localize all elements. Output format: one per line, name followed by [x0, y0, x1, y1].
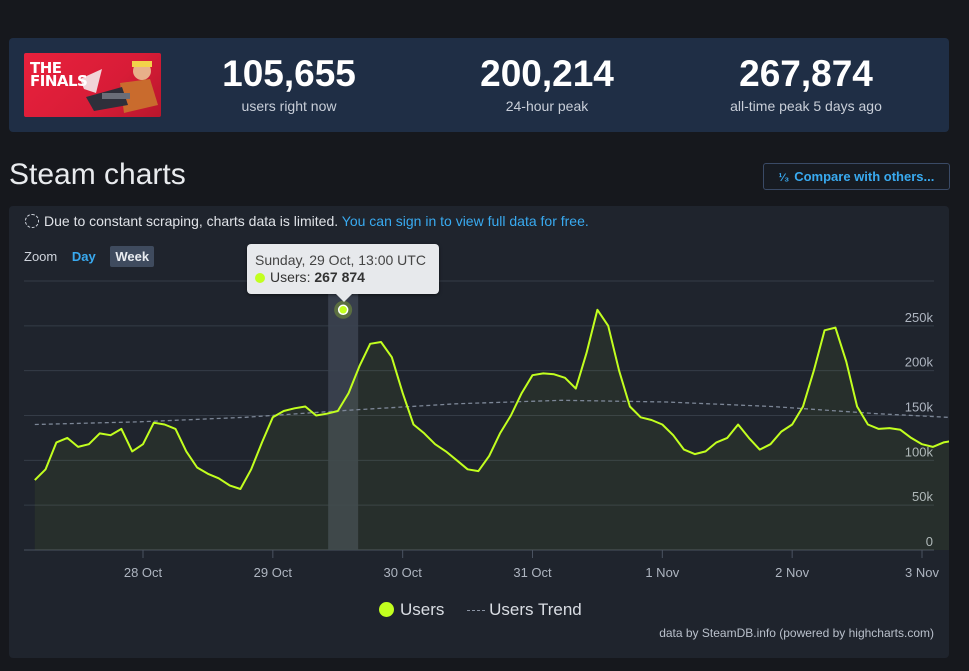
dashed-circle-icon: [25, 214, 39, 228]
legend-item-trend[interactable]: Users Trend: [467, 600, 582, 620]
scraping-notice: Due to constant scraping, charts data is…: [25, 213, 589, 229]
zoom-label: Zoom: [24, 249, 58, 264]
legend-item-users[interactable]: Users: [379, 600, 444, 620]
x-tick-label: 1 Nov: [645, 565, 679, 580]
chart-legend: Users Users Trend: [379, 600, 582, 620]
stat-24h-peak-value: 200,214: [480, 53, 614, 94]
tooltip-series-name: Users: [270, 269, 307, 285]
stat-all-time-peak: 267,874 all-time peak 5 days ago: [686, 52, 926, 114]
compare-button[interactable]: ¹⁄₃ Compare with others...: [763, 163, 950, 190]
users-area: [34, 309, 949, 550]
fraction-icon: ¹⁄₃: [778, 172, 790, 184]
highlight-point: [337, 304, 349, 316]
x-tick-label: 3 Nov: [905, 565, 939, 580]
y-tick-label: 100k: [905, 444, 934, 459]
stat-all-time-peak-label: all-time peak 5 days ago: [730, 98, 882, 114]
compare-button-label: Compare with others...: [794, 169, 935, 184]
y-tick-label: 200k: [905, 355, 934, 370]
stat-24h-peak-label: 24-hour peak: [505, 98, 589, 114]
tooltip-arrow: [336, 294, 352, 302]
series-dot-icon: [255, 273, 265, 283]
x-tick-label: 28 Oct: [124, 565, 163, 580]
chart-panel: 0 50k 100k 150k 200k 250k 28 Oct 29 Oct 30 Oct 31…: [9, 206, 949, 658]
chart-tooltip: Sunday, 29 Oct, 13:00 UTC Users: 267 874: [247, 244, 439, 302]
y-tick-label: 0: [926, 534, 933, 549]
y-tick-label: 250k: [905, 310, 934, 325]
x-tick-label: 2 Nov: [775, 565, 809, 580]
legend-dot-icon: [379, 602, 394, 617]
sign-in-link[interactable]: You can sign in to view full data for fr…: [341, 213, 589, 229]
game-thumbnail[interactable]: THE FINALS: [24, 53, 161, 117]
stat-current-users-label: users right now: [241, 98, 337, 114]
zoom-day-button[interactable]: Day: [71, 249, 96, 264]
x-tick-label: 29 Oct: [254, 565, 293, 580]
game-art-figure: [80, 61, 158, 113]
zoom-controls: Zoom Day Week: [24, 246, 155, 267]
zoom-week-button[interactable]: Week: [110, 246, 155, 267]
legend-users-label: Users: [400, 600, 445, 619]
hover-band: [328, 281, 359, 550]
notice-text: Due to constant scraping, charts data is…: [44, 213, 339, 229]
stat-current-users-value: 105,655: [222, 53, 356, 94]
stats-header: THE FINALS 105,655 users right now 200,2…: [9, 38, 949, 132]
line-chart: 0 50k 100k 150k 200k 250k 28 Oct 29 Oct 30 Oct 31…: [24, 280, 949, 580]
legend-trend-label: Users Trend: [489, 600, 582, 619]
chart-credits: data by SteamDB.info (powered by highcha…: [659, 626, 934, 640]
tooltip-value: 267 874: [314, 269, 365, 285]
game-logo-text: THE FINALS: [30, 59, 88, 90]
tooltip-date: Sunday, 29 Oct, 13:00 UTC: [255, 252, 426, 268]
users-line: [34, 308, 949, 490]
y-tick-label: 50k: [912, 489, 933, 504]
page-title: Steam charts: [9, 158, 186, 191]
y-tick-label: 150k: [905, 400, 934, 415]
tooltip-value-row: Users: 267 874: [255, 269, 365, 285]
stat-current-users: 105,655 users right now: [169, 52, 409, 114]
x-tick-label: 30 Oct: [384, 565, 423, 580]
x-tick-label: 31 Oct: [513, 565, 552, 580]
legend-dash-icon: [467, 610, 486, 611]
stat-24h-peak: 200,214 24-hour peak: [427, 52, 667, 114]
stat-all-time-peak-value: 267,874: [739, 53, 873, 94]
